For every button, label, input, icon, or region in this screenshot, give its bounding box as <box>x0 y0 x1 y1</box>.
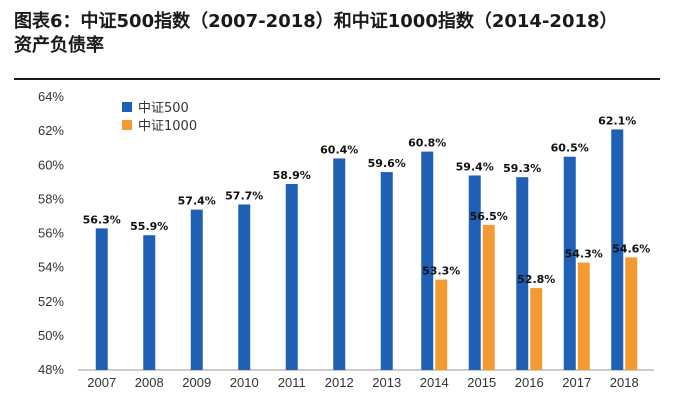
bar-zz500 <box>238 204 251 370</box>
legend-swatch <box>122 120 132 130</box>
x-tick-label: 2010 <box>230 375 259 390</box>
y-tick-label: 60% <box>38 157 64 172</box>
legend-label: 中证1000 <box>138 119 197 134</box>
chart-title: 图表6：中证500指数（2007-2018）和中证1000指数（2014-201… <box>14 10 676 58</box>
bar-zz500 <box>285 184 298 370</box>
data-label-zz500: 58.9% <box>273 169 311 182</box>
bar-zz500 <box>468 175 481 370</box>
y-tick-label: 48% <box>38 362 64 377</box>
bar-zz1000 <box>482 224 495 370</box>
y-tick-label: 54% <box>38 260 64 275</box>
bar-zz1000 <box>530 288 543 370</box>
bar-zz1000 <box>625 257 638 370</box>
bar-zz500 <box>95 228 108 370</box>
data-label-zz500: 62.1% <box>598 114 636 127</box>
chart-title-line1: 图表6：中证500指数（2007-2018）和中证1000指数（2014-201… <box>14 11 618 32</box>
x-tick-label: 2013 <box>372 375 401 390</box>
bar-zz1000 <box>577 262 590 370</box>
data-label-zz1000: 56.5% <box>470 210 508 223</box>
legend-swatch <box>122 102 132 112</box>
legend-label: 中证500 <box>138 101 189 116</box>
y-tick-label: 52% <box>38 294 64 309</box>
y-tick-label: 62% <box>38 123 64 138</box>
title-divider <box>14 78 660 80</box>
bar-zz1000 <box>435 279 448 370</box>
y-tick-label: 64% <box>38 89 64 104</box>
data-label-zz500: 56.3% <box>83 213 121 226</box>
x-tick-label: 2015 <box>467 375 496 390</box>
data-label-zz500: 55.9% <box>130 220 168 233</box>
x-tick-label: 2007 <box>87 375 116 390</box>
bar-zz500 <box>516 177 529 370</box>
y-tick-label: 56% <box>38 226 64 241</box>
x-tick-label: 2016 <box>515 375 544 390</box>
data-label-zz500: 59.6% <box>368 157 406 170</box>
bar-zz500 <box>333 158 346 370</box>
data-label-zz500: 59.4% <box>456 160 494 173</box>
data-label-zz500: 57.7% <box>225 189 263 202</box>
x-tick-label: 2012 <box>325 375 354 390</box>
data-label-zz500: 57.4% <box>178 195 216 208</box>
bar-zz500 <box>190 209 203 370</box>
x-tick-label: 2018 <box>610 375 639 390</box>
x-tick-label: 2014 <box>420 375 449 390</box>
x-tick-label: 2008 <box>135 375 164 390</box>
x-tick-label: 2009 <box>182 375 211 390</box>
data-label-zz1000: 53.3% <box>422 265 460 278</box>
y-tick-label: 50% <box>38 328 64 343</box>
bar-zz500 <box>563 156 576 370</box>
y-tick-label: 58% <box>38 191 64 206</box>
chart-title-line2: 资产负债率 <box>14 35 104 56</box>
bar-zz500 <box>380 172 393 370</box>
x-tick-label: 2011 <box>278 375 306 390</box>
data-label-zz500: 60.5% <box>551 142 589 155</box>
data-label-zz500: 59.3% <box>503 162 541 175</box>
data-label-zz500: 60.8% <box>408 137 446 150</box>
data-label-zz1000: 54.6% <box>612 242 650 255</box>
bar-zz500 <box>143 235 156 370</box>
data-label-zz1000: 54.3% <box>565 248 603 261</box>
data-label-zz500: 60.4% <box>320 143 358 156</box>
bar-zz500 <box>611 129 624 370</box>
bar-zz500 <box>421 151 434 370</box>
x-tick-label: 2017 <box>562 375 591 390</box>
data-label-zz1000: 52.8% <box>517 273 555 286</box>
